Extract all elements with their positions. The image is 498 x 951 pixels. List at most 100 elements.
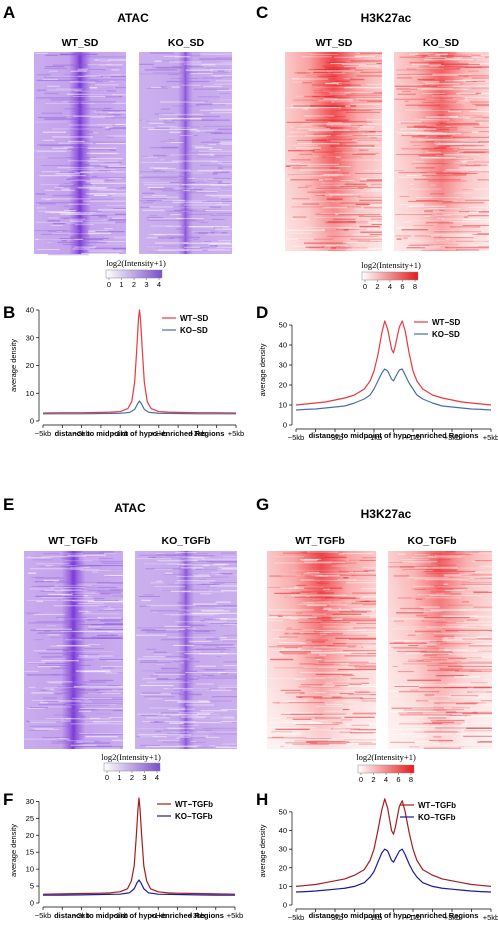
heatmap-streak — [182, 689, 209, 691]
heatmap-streak — [42, 688, 54, 690]
heatmap-streak — [41, 165, 87, 166]
heatmap-streak — [204, 213, 232, 214]
heatmap-streak — [430, 99, 446, 101]
heatmap-streak — [83, 655, 123, 657]
heatmap-streak — [458, 100, 469, 102]
heatmap-streak — [434, 556, 462, 558]
heatmap-streak — [434, 555, 466, 557]
heatmap-streak — [445, 624, 492, 626]
heatmap-streak — [293, 245, 339, 247]
heatmap-streak — [288, 726, 316, 728]
heatmap-streak — [217, 89, 232, 91]
heatmap-streak — [200, 58, 232, 60]
heatmap-streak — [67, 129, 91, 131]
heatmap-streak — [286, 229, 325, 231]
x-axis-label: distance to midpoint of hypo−enriched Re… — [309, 911, 479, 920]
heatmap-streak — [177, 701, 211, 703]
panel-letter-e: E — [3, 495, 14, 514]
heatmap-streak — [443, 583, 449, 586]
heatmap-streak — [157, 125, 177, 127]
series-line-wt — [295, 798, 492, 887]
heatmap-streak — [146, 88, 168, 89]
heatmap-streak — [368, 98, 382, 100]
heatmap-streak — [89, 188, 117, 190]
heatmap-streak — [360, 698, 376, 700]
heatmap-streak — [89, 79, 99, 81]
heatmap-streak — [272, 638, 287, 640]
heatmap-streak — [155, 672, 205, 674]
heatmap-streak — [89, 679, 114, 682]
heatmap-streak — [463, 79, 489, 81]
heatmap-streak — [184, 246, 200, 248]
heatmap-streak — [421, 620, 464, 622]
heatmap-streak — [139, 174, 185, 176]
heatmap-streak — [469, 580, 492, 582]
heatmap-streak — [358, 628, 376, 630]
heatmap-streak — [447, 665, 492, 668]
heatmap-streak — [211, 218, 225, 220]
heatmap-streak — [301, 601, 313, 604]
heatmap-streak — [424, 639, 452, 641]
heatmap-streak — [435, 215, 452, 216]
heatmap-streak — [77, 657, 100, 658]
heatmap-streak — [410, 683, 424, 685]
heatmap-streak — [196, 731, 237, 733]
heatmap-streak — [26, 599, 75, 601]
heatmap-streak — [356, 623, 376, 624]
heatmap-streak — [452, 85, 489, 87]
heatmap-streak — [343, 650, 376, 652]
heatmap-streak — [113, 111, 126, 113]
heatmap-streak — [171, 119, 215, 121]
heatmap-streak — [442, 723, 491, 724]
heatmap-streak — [320, 184, 347, 186]
heatmap-streak — [107, 135, 126, 137]
heatmap-streak — [56, 581, 110, 583]
panel-a-colorbar — [105, 269, 163, 279]
heatmap-streak — [39, 203, 56, 205]
heatmap-streak — [28, 730, 49, 731]
heatmap-streak — [46, 76, 97, 78]
heatmap-streak — [332, 195, 361, 197]
heatmap-streak — [168, 139, 175, 140]
heatmap-streak — [173, 689, 211, 691]
colorbar-tick-label: 1 — [119, 280, 123, 289]
heatmap-streak — [471, 234, 489, 235]
heatmap-streak — [472, 103, 489, 105]
heatmap-streak — [342, 144, 367, 145]
heatmap-streak — [456, 240, 474, 242]
heatmap-streak — [94, 59, 126, 61]
heatmap-streak — [279, 651, 311, 653]
heatmap-streak — [305, 596, 310, 597]
colorbar-tick-label: 2 — [371, 775, 375, 784]
heatmap-streak — [65, 717, 71, 720]
heatmap-streak — [442, 615, 479, 617]
heatmap-streak — [366, 102, 382, 103]
heatmap-streak — [90, 153, 120, 154]
heatmap-streak — [58, 186, 85, 187]
y-tick-label: 20 — [279, 381, 287, 390]
heatmap-streak — [339, 611, 368, 613]
heatmap-streak — [364, 748, 376, 750]
heatmap-streak — [432, 721, 455, 724]
heatmap-streak — [108, 187, 126, 189]
heatmap-streak — [409, 127, 418, 129]
heatmap-streak — [104, 622, 123, 625]
heatmap-streak — [313, 631, 321, 633]
heatmap-streak — [44, 92, 59, 95]
heatmap-streak — [97, 87, 114, 89]
heatmap-streak — [395, 133, 406, 135]
heatmap-streak — [54, 565, 89, 566]
heatmap-streak — [218, 163, 232, 165]
heatmap-streak — [77, 198, 114, 200]
heatmap-streak — [154, 568, 173, 570]
heatmap-streak — [445, 145, 476, 147]
heatmap-streak — [105, 171, 124, 173]
heatmap-streak — [438, 200, 489, 202]
heatmap-streak — [290, 127, 324, 128]
y-axis-label: average density — [9, 339, 18, 392]
heatmap-streak — [24, 738, 70, 740]
heatmap-streak — [191, 77, 207, 79]
heatmap-streak — [113, 171, 126, 173]
heatmap-streak — [423, 713, 471, 715]
